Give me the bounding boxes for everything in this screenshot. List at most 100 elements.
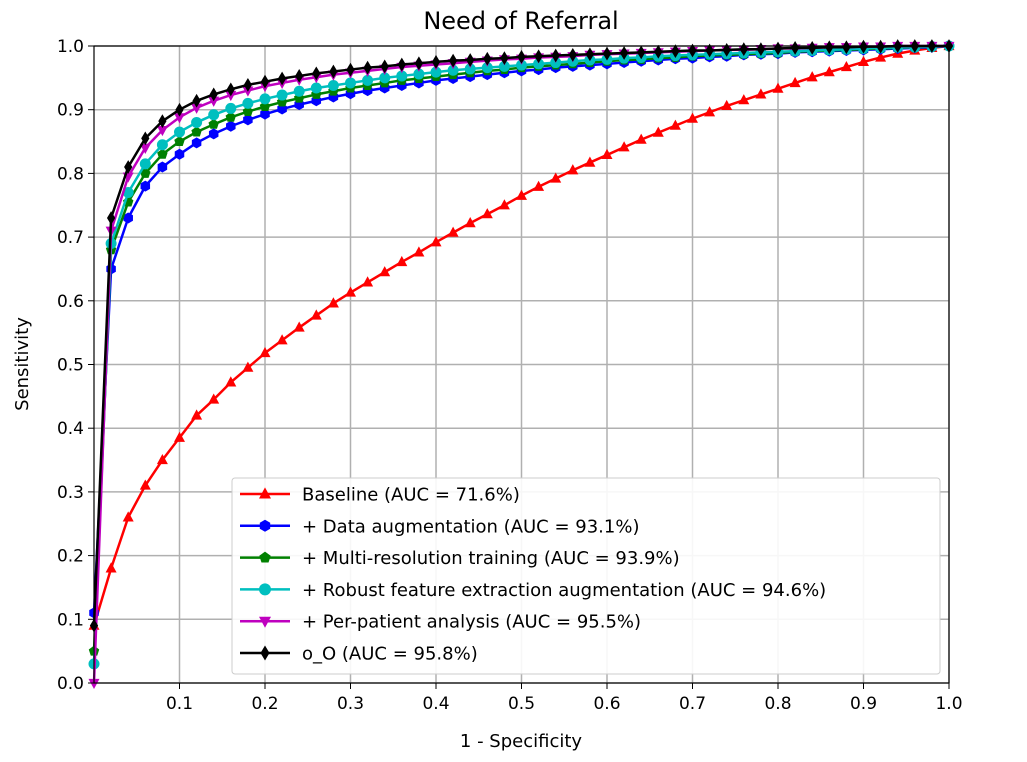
- data-point: [567, 164, 579, 175]
- data-point: [242, 361, 254, 372]
- data-point: [688, 43, 697, 58]
- x-tick-label: 0.5: [508, 694, 535, 714]
- data-point: [413, 68, 425, 80]
- data-point: [140, 180, 151, 192]
- chart-title: Need of Referral: [423, 7, 618, 35]
- x-tick-label: 0.8: [764, 694, 791, 714]
- data-point: [380, 59, 389, 74]
- data-point: [208, 96, 220, 107]
- data-point: [859, 39, 868, 54]
- legend-marker: [260, 645, 270, 661]
- data-point: [773, 41, 783, 56]
- data-point: [174, 148, 185, 160]
- data-point: [139, 158, 151, 170]
- data-point: [191, 409, 203, 420]
- data-point: [260, 74, 270, 89]
- data-point: [550, 172, 562, 183]
- y-tick-label: 0.0: [57, 674, 84, 694]
- data-point: [191, 103, 203, 114]
- data-point: [585, 47, 595, 62]
- legend-entry: + Robust feature extraction augmentation…: [240, 580, 826, 601]
- data-point: [208, 128, 219, 140]
- legend-entry: + Multi-resolution training (AUC = 93.9%…: [240, 548, 680, 569]
- y-tick-label: 0.7: [57, 228, 84, 248]
- data-point: [466, 53, 475, 67]
- data-point: [122, 511, 134, 522]
- data-point: [209, 87, 218, 102]
- data-point: [106, 211, 116, 225]
- data-point: [174, 126, 185, 138]
- x-tick-label: 0.3: [337, 694, 364, 714]
- data-point: [174, 431, 185, 442]
- data-point: [295, 69, 304, 83]
- data-point: [156, 125, 168, 137]
- data-point: [208, 109, 220, 121]
- x-axis-label: 1 - Specificity: [460, 731, 583, 752]
- series-6: [89, 39, 954, 633]
- data-point: [396, 70, 408, 82]
- data-point: [277, 71, 287, 86]
- data-point: [601, 148, 613, 160]
- data-point: [362, 74, 374, 86]
- data-point: [414, 56, 424, 71]
- data-point: [721, 99, 733, 110]
- data-point: [141, 131, 150, 146]
- data-point: [208, 393, 220, 404]
- data-point: [122, 187, 134, 199]
- data-point: [858, 55, 869, 67]
- data-point: [808, 41, 817, 55]
- data-point: [88, 678, 100, 690]
- data-point: [293, 85, 305, 97]
- data-point: [498, 60, 510, 72]
- data-point: [464, 217, 476, 228]
- data-point: [823, 66, 835, 77]
- data-point: [789, 76, 801, 88]
- data-point: [876, 39, 885, 54]
- data-point: [310, 82, 322, 94]
- y-tick-label: 0.1: [57, 610, 84, 630]
- data-point: [156, 454, 168, 465]
- data-point: [396, 255, 408, 267]
- data-point: [534, 49, 543, 64]
- data-point: [671, 44, 680, 58]
- data-point: [516, 189, 527, 200]
- x-tick-label: 0.7: [679, 694, 706, 714]
- data-point: [806, 71, 818, 82]
- legend-entry: o_O (AUC = 95.8%): [240, 644, 478, 665]
- data-point: [704, 106, 716, 117]
- data-point: [448, 53, 458, 68]
- data-point: [619, 46, 629, 60]
- data-point: [226, 120, 236, 132]
- legend-box: [231, 477, 941, 675]
- data-point: [652, 126, 664, 137]
- legend-entry: Baseline (AUC = 71.6%): [240, 485, 520, 506]
- data-point: [654, 44, 663, 59]
- data-point: [174, 136, 185, 146]
- data-point: [825, 40, 834, 55]
- legend-label: + Multi-resolution training (AUC = 93.9%…: [302, 548, 680, 569]
- data-point: [243, 77, 253, 92]
- legend-marker: [259, 487, 271, 499]
- data-point: [669, 119, 681, 130]
- legend-marker: [259, 583, 271, 596]
- data-point: [413, 246, 425, 257]
- y-tick-label: 0.6: [57, 292, 84, 312]
- data-point: [226, 82, 235, 97]
- x-tick-label: 0.4: [422, 694, 449, 714]
- data-point: [310, 309, 322, 320]
- data-point: [635, 133, 647, 144]
- data-point: [175, 102, 184, 117]
- data-point: [243, 114, 253, 126]
- data-point: [259, 93, 271, 105]
- data-point: [379, 72, 391, 84]
- data-point: [242, 97, 254, 109]
- data-point: [705, 43, 714, 58]
- data-point: [123, 212, 133, 224]
- data-point: [397, 57, 406, 72]
- data-point: [260, 108, 270, 120]
- data-point: [481, 208, 493, 219]
- legend-label: + Per-patient analysis (AUC = 95.5%): [302, 612, 641, 633]
- data-point: [276, 89, 288, 101]
- data-point: [500, 51, 509, 65]
